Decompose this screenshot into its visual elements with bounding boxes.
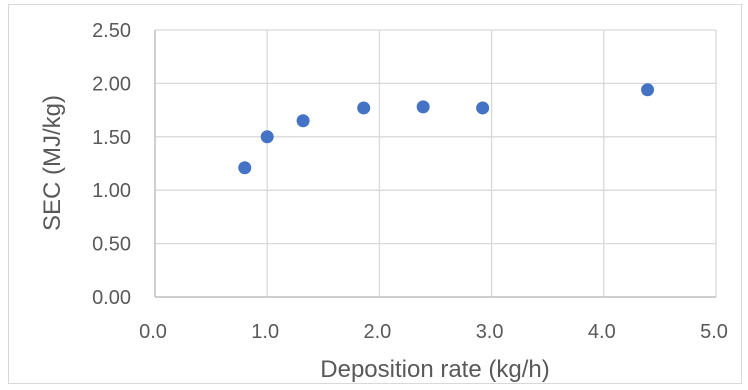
data-points: [238, 83, 655, 175]
x-tick-label: 3.0: [476, 321, 504, 343]
x-tick-label: 2.0: [363, 321, 391, 343]
x-tick-label: 4.0: [588, 321, 616, 343]
y-tick-label: 1.50: [92, 127, 131, 149]
data-point: [416, 100, 430, 114]
y-tick-label: 0.50: [92, 234, 131, 256]
data-point: [296, 114, 310, 128]
chart-area: [8, 4, 742, 384]
axes: [154, 30, 716, 298]
y-axis-tick-labels: 0.00 0.50 1.00 1.50 2.00 2.50: [92, 20, 131, 309]
y-tick-label: 2.50: [92, 20, 131, 42]
data-point: [357, 101, 371, 115]
data-point: [238, 161, 252, 175]
x-axis-title: Deposition rate (kg/h): [320, 356, 549, 383]
x-tick-label: 1.0: [251, 321, 279, 343]
data-point: [641, 83, 655, 97]
x-tick-label: 5.0: [700, 321, 728, 343]
x-axis-tick-labels: 0.0 1.0 2.0 3.0 4.0 5.0: [139, 321, 728, 343]
data-point: [260, 130, 274, 144]
y-tick-label: 0.00: [92, 287, 131, 309]
y-tick-label: 1.00: [92, 180, 131, 202]
data-point: [476, 101, 490, 115]
y-tick-label: 2.00: [92, 73, 131, 95]
y-axis-title: SEC (MJ/kg): [39, 95, 66, 231]
gridlines: [155, 29, 717, 297]
x-tick-label: 0.0: [139, 321, 167, 343]
